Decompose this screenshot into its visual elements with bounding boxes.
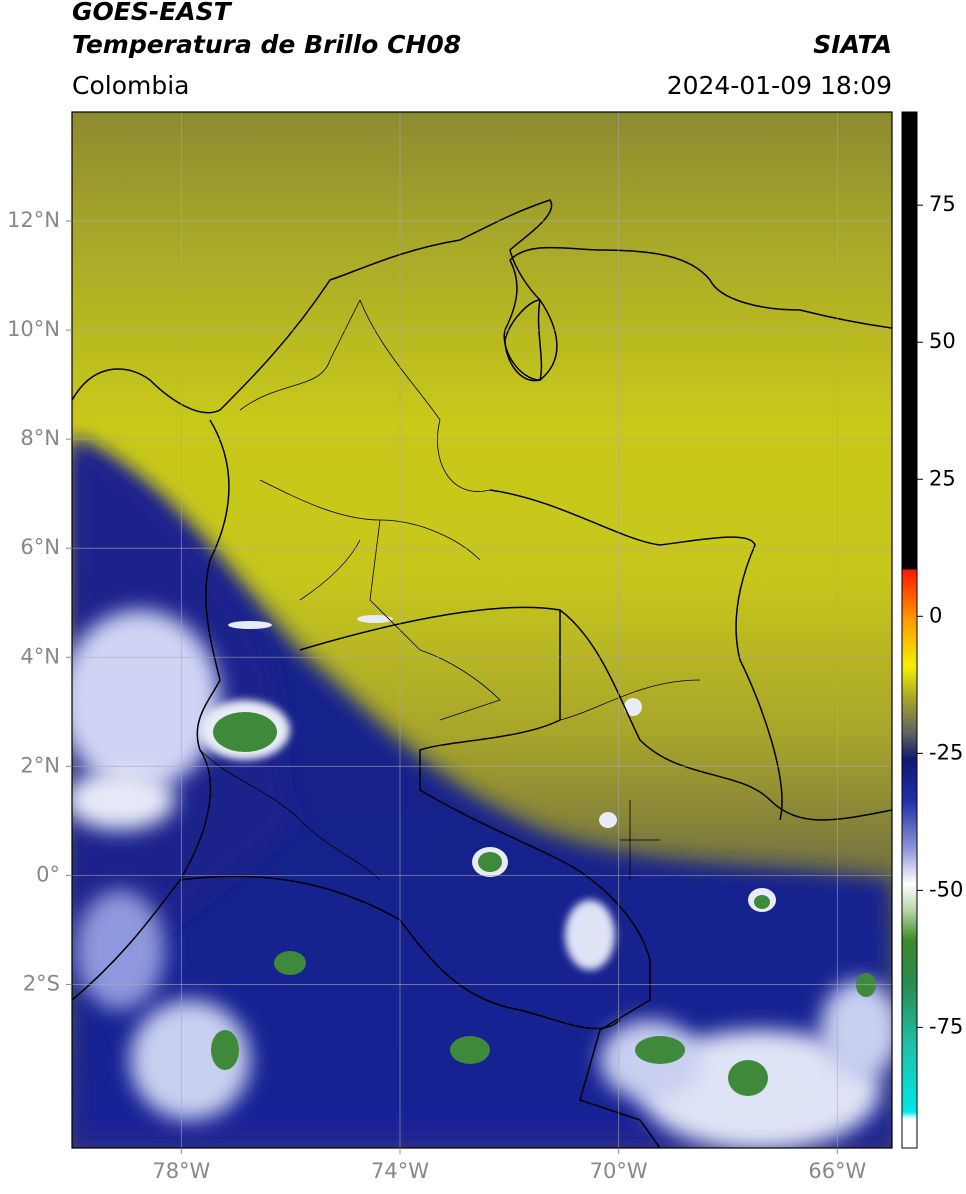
subtitle: Temperatura de Brillo CH08 xyxy=(72,30,461,59)
x-tick-label: 74°W xyxy=(371,1159,429,1183)
map-frame xyxy=(71,111,893,1149)
colorbar-tick-label: -75 xyxy=(929,1014,963,1038)
y-tick-label: 12°N xyxy=(7,208,60,232)
colorbar-tick-label: 75 xyxy=(929,192,956,216)
y-tick-label: 6°N xyxy=(20,535,60,559)
colorbar-tick-label: -25 xyxy=(929,740,963,764)
y-tick-label: 10°N xyxy=(7,317,60,341)
colorbar-tick-label: 25 xyxy=(929,466,956,490)
colorbar-tick-label: 0 xyxy=(929,603,942,627)
region: Colombia xyxy=(72,71,189,100)
x-tick-label: 70°W xyxy=(590,1159,648,1183)
x-tick-label: 66°W xyxy=(808,1159,866,1183)
y-tick-label: 2°N xyxy=(20,753,60,777)
colorbar xyxy=(901,111,918,1149)
x-tick-label: 78°W xyxy=(152,1159,210,1183)
colorbar-tick-label: -50 xyxy=(929,877,963,901)
y-tick-label: 0° xyxy=(36,862,60,886)
colorbar-tick-label: 50 xyxy=(929,329,956,353)
source: SIATA xyxy=(813,30,892,59)
datetime: 2024-01-09 18:09 xyxy=(667,71,892,100)
y-tick-label: 8°N xyxy=(20,426,60,450)
grid xyxy=(72,112,892,1148)
y-tick-label: 4°N xyxy=(20,644,60,668)
satellite-image xyxy=(72,112,892,1148)
title: GOES-EAST xyxy=(72,0,233,26)
y-tick-label: 2°S xyxy=(23,971,60,995)
